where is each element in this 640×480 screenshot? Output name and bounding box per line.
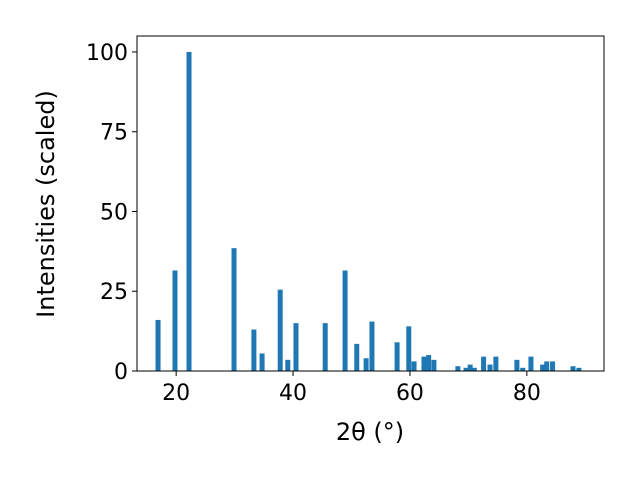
y-tick-label: 0 [114,360,128,385]
bar [544,361,550,371]
bar [570,366,576,371]
bar [285,359,291,371]
y-tick-label: 50 [100,200,128,225]
x-axis-label: 2θ (°) [336,418,404,446]
bar [155,319,161,371]
x-tick-label: 80 [513,381,541,406]
bar [322,323,328,371]
bar [354,343,360,371]
bar [421,356,427,371]
bar [342,270,348,371]
bar [576,367,582,371]
bar [514,359,520,371]
plot-frame [136,35,605,372]
bar [251,329,257,371]
y-axis-label: Intensities (scaled) [32,90,60,318]
bar [467,364,473,371]
bar [411,361,417,371]
bar [463,367,469,371]
y-tick-label: 25 [100,280,128,305]
bar [363,358,369,371]
bar [550,361,556,371]
bar [406,326,412,371]
bar [431,359,437,371]
bar [394,342,400,371]
bar [426,355,432,371]
bar [369,321,375,371]
bar [528,356,534,371]
bar [231,248,237,371]
bar [293,323,299,371]
bar [481,356,487,371]
bar [471,367,477,371]
bar [455,366,461,371]
x-tick-label: 40 [279,381,307,406]
bar [277,289,283,371]
bar [186,51,192,371]
bar [493,356,499,371]
y-tick-label: 75 [100,121,128,146]
x-tick-label: 60 [396,381,424,406]
bar [487,364,493,371]
x-tick-label: 20 [162,381,190,406]
bar [540,364,546,371]
bar [259,353,265,371]
y-tick-label: 100 [86,41,128,66]
bar [520,367,526,371]
bar [172,270,178,371]
